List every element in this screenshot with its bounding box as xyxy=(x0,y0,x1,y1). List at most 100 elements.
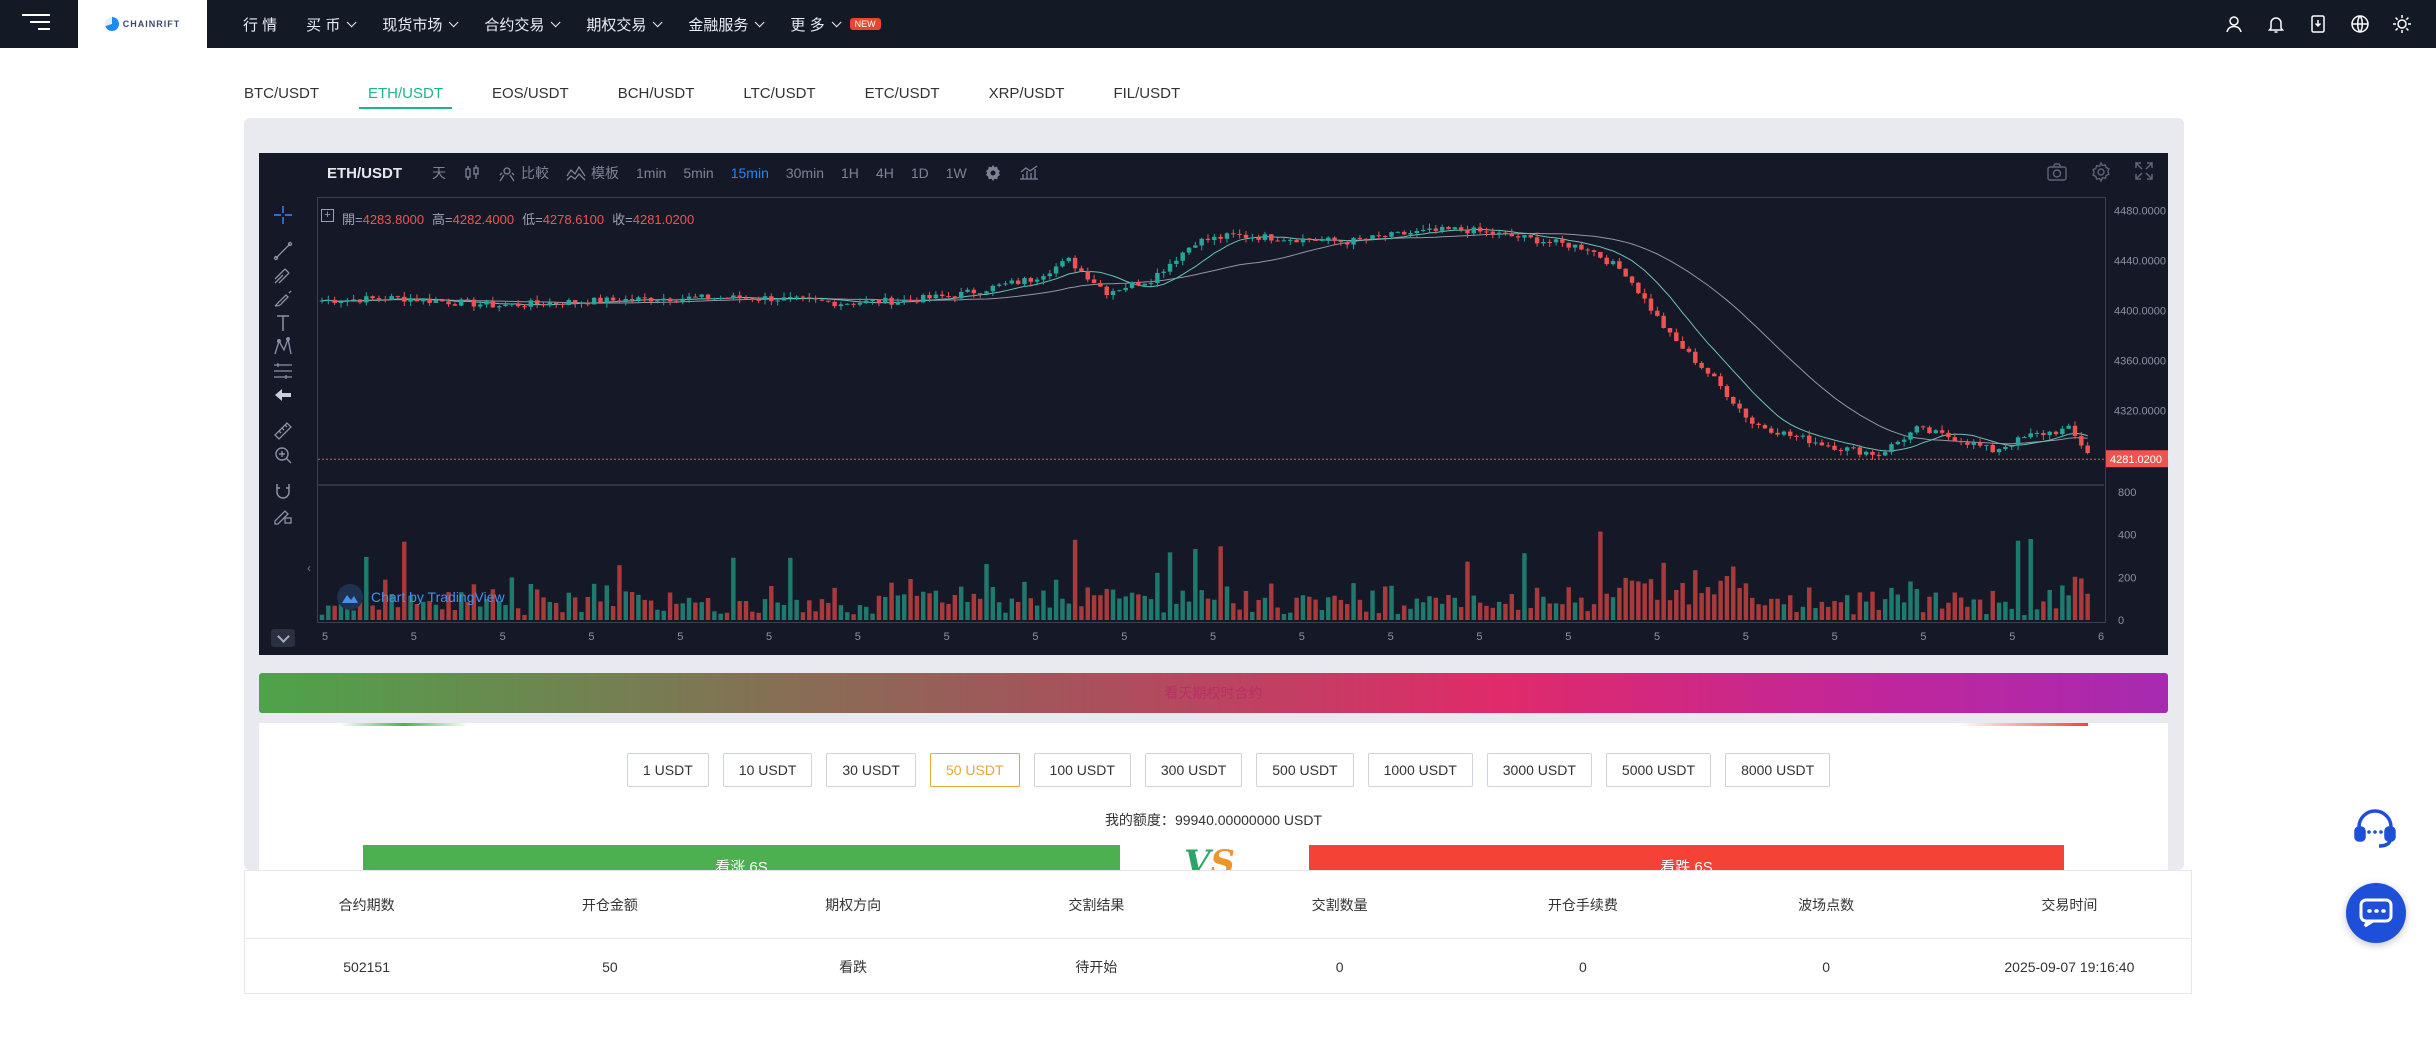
chart-day-button[interactable]: 天 xyxy=(432,163,446,183)
chat-icon[interactable] xyxy=(2346,883,2406,943)
pair-tab-xrp[interactable]: XRP/USDT xyxy=(988,85,1065,102)
theme-sun-icon[interactable] xyxy=(2392,14,2412,34)
amount-option[interactable]: 500 USDT xyxy=(1256,753,1354,787)
price-chart[interactable]: ETH/USDT 天 比較 模板 1min 5min 15min 30min 1… xyxy=(259,153,2168,655)
candle xyxy=(1250,237,1255,239)
text-tool-icon[interactable] xyxy=(271,311,295,335)
volume-bar xyxy=(1199,590,1204,620)
candle xyxy=(1788,431,1793,436)
amount-option[interactable]: 8000 USDT xyxy=(1725,753,1831,787)
amount-option-selected[interactable]: 50 USDT xyxy=(929,753,1020,787)
amount-option[interactable]: 1 USDT xyxy=(627,753,709,787)
nav-item-buy-coin[interactable]: 买 币 xyxy=(306,14,357,35)
pattern-icon[interactable] xyxy=(271,335,295,359)
volume-bar xyxy=(1022,581,1027,620)
compare-button[interactable]: 比較 xyxy=(498,163,549,183)
volume-bar xyxy=(1370,590,1375,620)
candle xyxy=(1047,273,1053,277)
volume-bar xyxy=(452,609,458,620)
toolbar-expand-icon[interactable] xyxy=(271,629,295,647)
bell-icon[interactable] xyxy=(2266,14,2286,34)
volume-bar xyxy=(1477,602,1483,620)
logo-text: CHAINRIFT xyxy=(122,19,181,29)
nav-item-label: 合约交易 xyxy=(484,16,545,34)
volume-bar xyxy=(326,605,331,620)
candle xyxy=(769,296,774,302)
nav-item-finance[interactable]: 金融服务 xyxy=(688,14,765,35)
fib-icon[interactable] xyxy=(271,359,295,383)
chart-settings-icon[interactable] xyxy=(984,164,1002,182)
volume-bar xyxy=(1971,599,1976,620)
customer-service-icon[interactable] xyxy=(2351,803,2399,851)
magnet-icon[interactable] xyxy=(271,479,295,503)
interval-1d[interactable]: 1D xyxy=(910,165,929,181)
nav-item-more[interactable]: 更 多 NEW xyxy=(790,14,881,35)
nav-item-options[interactable]: 期权交易 xyxy=(586,14,663,35)
back-arrow-icon[interactable] xyxy=(271,383,295,407)
pair-tab-eth[interactable]: ETH/USDT xyxy=(359,82,452,109)
tradingview-brand[interactable]: Chart by TradingView xyxy=(337,584,505,610)
pair-tab-eos[interactable]: EOS/USDT xyxy=(492,85,569,102)
interval-1min[interactable]: 1min xyxy=(636,165,667,181)
candle xyxy=(471,299,477,307)
nav-item-spot[interactable]: 现货市场 xyxy=(382,14,459,35)
legend-expand-icon[interactable]: + xyxy=(321,209,334,222)
pair-tab-etc[interactable]: ETC/USDT xyxy=(864,85,940,102)
volume-bar xyxy=(1117,598,1122,620)
candle xyxy=(1927,427,1932,434)
pair-tab-ltc[interactable]: LTC/USDT xyxy=(743,85,816,102)
candle xyxy=(699,294,704,297)
template-button[interactable]: 模板 xyxy=(566,163,619,183)
camera-icon[interactable] xyxy=(2046,161,2068,183)
brush-icon[interactable] xyxy=(271,287,295,311)
nav-item-contract[interactable]: 合约交易 xyxy=(484,14,561,35)
menu-toggle-icon[interactable] xyxy=(22,14,50,34)
interval-5min[interactable]: 5min xyxy=(683,165,714,181)
candle xyxy=(2053,431,2059,435)
fullscreen-icon[interactable] xyxy=(2134,161,2154,181)
interval-1h[interactable]: 1H xyxy=(841,165,859,181)
user-icon[interactable] xyxy=(2224,14,2244,34)
candle xyxy=(579,302,584,304)
indicator-icon[interactable] xyxy=(1019,165,1039,181)
table-row[interactable]: 502151 50 看跌 待开始 0 0 0 2025-09-07 19:16:… xyxy=(245,938,2191,994)
chart-symbol[interactable]: ETH/USDT xyxy=(327,164,402,182)
chart-gear-icon[interactable] xyxy=(2090,161,2112,183)
candle-type-icon[interactable] xyxy=(463,164,481,182)
time-axis-label: 5 xyxy=(944,631,950,643)
candle xyxy=(351,299,356,301)
lock-pencil-icon[interactable] xyxy=(271,503,295,527)
amount-option[interactable]: 100 USDT xyxy=(1033,753,1131,787)
logo[interactable]: CHAINRIFT xyxy=(78,0,207,48)
interval-1w[interactable]: 1W xyxy=(945,165,967,181)
amount-option[interactable]: 3000 USDT xyxy=(1486,753,1592,787)
interval-30min[interactable]: 30min xyxy=(785,165,824,181)
volume-bar xyxy=(996,602,1002,620)
ruler-icon[interactable] xyxy=(271,419,295,443)
trend-line-icon[interactable] xyxy=(271,239,295,263)
zoom-in-icon[interactable] xyxy=(271,443,295,467)
volume-bar xyxy=(1769,598,1774,620)
candle xyxy=(1515,236,1521,238)
pitchfork-icon[interactable] xyxy=(271,263,295,287)
pair-tab-btc[interactable]: BTC/USDT xyxy=(244,85,319,102)
amount-option[interactable]: 1000 USDT xyxy=(1367,753,1473,787)
interval-4h[interactable]: 4H xyxy=(875,165,894,181)
crosshair-icon[interactable] xyxy=(271,203,295,227)
candle xyxy=(870,299,875,301)
interval-15min[interactable]: 15min xyxy=(730,165,769,181)
amount-option[interactable]: 5000 USDT xyxy=(1605,753,1712,787)
volume-bar xyxy=(1560,604,1565,620)
candle xyxy=(1345,241,1350,245)
pair-tab-fil[interactable]: FIL/USDT xyxy=(1113,85,1181,102)
amount-option[interactable]: 30 USDT xyxy=(826,753,916,787)
candle xyxy=(2060,428,2065,435)
nav-item-market[interactable]: 行 情 xyxy=(243,14,277,35)
volume-bar xyxy=(870,613,875,620)
download-icon[interactable] xyxy=(2308,14,2328,34)
globe-icon[interactable] xyxy=(2350,14,2370,34)
pair-tab-bch[interactable]: BCH/USDT xyxy=(617,85,695,102)
amount-option[interactable]: 300 USDT xyxy=(1144,753,1243,787)
panel-collapse-icon[interactable]: ‹ xyxy=(307,561,311,575)
amount-option[interactable]: 10 USDT xyxy=(722,753,813,787)
